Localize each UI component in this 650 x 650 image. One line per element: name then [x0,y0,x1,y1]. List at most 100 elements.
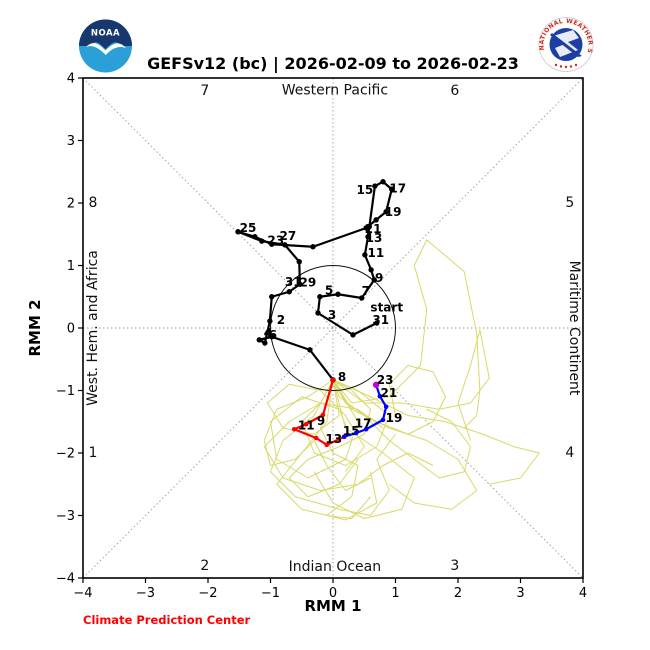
observed-marker [262,340,268,346]
x-tick-label: −4 [73,586,92,601]
observed-day-label: 19 [385,205,402,219]
observed-day-label: 11 [368,246,385,260]
y-tick-label: 4 [67,72,75,87]
observed-day-label: 21 [365,222,382,236]
x-tick-label: 4 [579,586,587,601]
observed-marker [286,289,292,295]
observed-day-label: 25 [240,221,257,235]
diagonal-line [82,77,584,579]
forecast-week1-day-label: 11 [298,418,315,432]
observed-marker [259,238,265,244]
noaa-logo: NOAA [78,19,133,77]
forecast-week1-marker [320,412,326,418]
observed-marker [252,234,258,240]
forecast-week1-marker [324,442,330,448]
observed-day-label: 6 [269,328,277,342]
phase-number-1: 1 [89,445,98,461]
x-tick-label: 1 [391,586,399,601]
page-title: GEFSv12 (bc) | 2026-02-09 to 2026-02-23 [147,54,519,73]
observed-day-label: 15 [357,183,374,197]
x-tick-label: 0 [329,586,337,601]
observed-marker [269,294,275,300]
x-axis-title: RMM 1 [304,597,361,615]
start-label: start [370,300,403,314]
observed-marker [383,209,389,215]
y-tick-label: 1 [67,259,75,274]
observed-marker [315,310,321,316]
y-tick-label: 2 [67,197,75,212]
diagonal-line [82,77,584,579]
observed-marker [267,318,273,324]
ensemble-member-line [332,379,478,510]
nws-logo-dots [554,63,578,69]
x-tick-label: 3 [516,586,524,601]
phase-number-8: 8 [89,195,98,211]
observed-marker [350,332,356,338]
y-tick-label: 0 [67,322,75,337]
x-tick-label: −1 [261,586,280,601]
y-tick-label: 3 [67,134,75,149]
observed-marker [368,267,374,273]
noaa-logo-text: NOAA [91,29,120,39]
observed-day-label: 8 [338,370,346,384]
observed-marker [365,234,371,240]
observed-marker [296,259,302,265]
observed-marker [373,217,379,223]
forecast-week1-marker [291,426,297,432]
forecast-week2-marker [341,434,347,440]
observed-marker [374,320,380,326]
y-tick-label: −2 [56,447,75,462]
observed-marker [363,225,369,231]
phase-number-5: 5 [565,195,574,211]
ensemble-member-line [332,365,446,435]
observed-marker [307,347,313,353]
forecast-week1-day-label: 13 [325,432,342,446]
y-tick-label: −3 [56,509,75,524]
observed-marker [359,295,365,301]
observed-marker [235,229,241,235]
forecast-week2-day-label: 21 [381,386,398,400]
forecast-week2-marker [363,426,369,432]
ensemble-member-line [288,379,371,498]
observed-day-label: 13 [366,231,383,245]
observed-day-label: 4 [264,326,272,340]
noaa-logo-graphic: NOAA [79,19,132,73]
nws-logo: NATIONAL WEATHER SERVICE [535,11,594,77]
forecast-week1-marker [313,435,319,441]
region-label: Indian Ocean [289,559,381,575]
y-tick-label: −1 [56,384,75,399]
observed-day-label: 27 [280,229,297,243]
observed-marker [335,291,341,297]
observed-marker [310,244,316,250]
ensemble-member-line [276,379,378,521]
forecast-week2-marker [383,404,389,410]
observed-marker [317,294,323,300]
observed-marker [297,281,303,287]
x-tick-label: 2 [454,586,462,601]
observed-day-label: 9 [375,271,383,285]
observed-day-label: 2 [277,313,285,327]
observed-day-label: 5 [325,283,333,297]
observed-day-label: 23 [267,233,284,247]
observed-marker [372,183,378,189]
ensemble-member-line [332,379,471,479]
observed-marker [362,252,368,258]
observed-marker [282,242,288,248]
observed-day-label: 29 [300,275,317,289]
phase-number-4: 4 [565,445,574,461]
x-tick-label: −2 [198,586,217,601]
ensemble-member-line [313,379,415,520]
credit-text: Climate Prediction Center [83,613,251,627]
phase-number-7: 7 [200,83,209,99]
phase-number-3: 3 [450,558,459,574]
observed-day-label: 3 [328,308,336,322]
ensemble-member-line [263,379,434,491]
observed-marker [269,241,275,247]
ensemble-member-line [320,379,371,520]
forecast-week2-day-label: 19 [386,411,403,425]
unit-circle [270,265,396,391]
x-tick-label: −3 [136,586,155,601]
observed-day-label: 31 [372,313,389,327]
ensemble-member-line [301,379,390,466]
